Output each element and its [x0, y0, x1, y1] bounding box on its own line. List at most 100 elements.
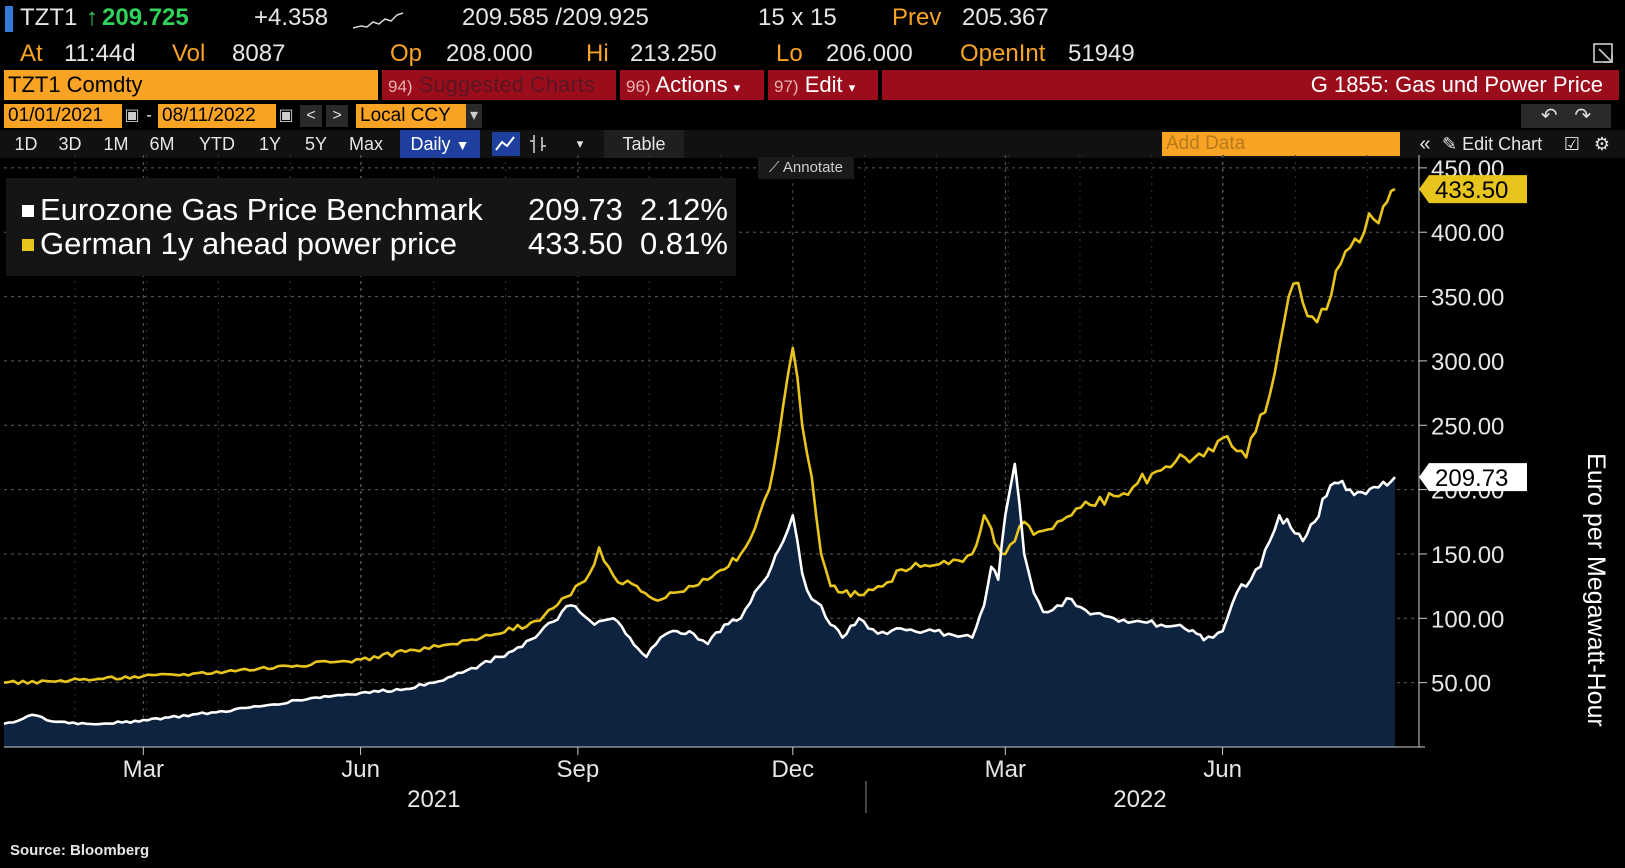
- edit-chart-label: Edit Chart: [1462, 134, 1543, 154]
- period-6m[interactable]: 6M: [149, 134, 175, 154]
- line-chart-icon[interactable]: [492, 132, 520, 156]
- previous-period-button[interactable]: <: [300, 105, 322, 127]
- last-price: 209.725: [102, 4, 189, 31]
- up-arrow-icon: ↑: [86, 4, 98, 31]
- y-tick-label: 250.00: [1431, 413, 1504, 440]
- chart-axes: 50.00100.00150.00200.00250.00300.00350.0…: [4, 155, 1527, 813]
- add-data-input[interactable]: Add Data: [1162, 132, 1400, 156]
- function-bar: TZT1 Comdty 94) Suggested Charts 96) Act…: [0, 70, 1625, 100]
- chart-settings-icon[interactable]: ☑: [1563, 134, 1581, 154]
- edit-chevron-down-icon: ▾: [848, 80, 856, 95]
- period-max[interactable]: Max: [348, 134, 383, 154]
- suggested-charts-number: 94): [388, 77, 413, 96]
- legend-last-gas: 209.73: [528, 192, 623, 227]
- period-1y[interactable]: 1Y: [258, 134, 282, 154]
- legend-swatch-gas: [22, 205, 34, 217]
- annotate-label: Annotate: [782, 159, 843, 176]
- gas-last-value-tag-label: 209.73: [1435, 465, 1508, 492]
- period-3d[interactable]: 3D: [58, 134, 82, 154]
- period-1m[interactable]: 1M: [103, 134, 129, 154]
- price-chart[interactable]: 50.00100.00150.00200.00250.00300.00350.0…: [0, 150, 1625, 842]
- legend-pct-gas: 2.12%: [640, 192, 728, 227]
- candlestick-icon[interactable]: [526, 132, 550, 156]
- edit-menu[interactable]: 97) Edit ▾: [768, 70, 878, 100]
- suggested-charts-menu[interactable]: 94) Suggested Charts: [382, 70, 616, 100]
- x-tick-label: Jun: [1203, 756, 1242, 783]
- open-label: Op: [390, 40, 423, 67]
- high-value: 213.250: [630, 40, 717, 67]
- end-date-field[interactable]: 08/11/2022: [158, 104, 276, 128]
- ticker-symbol[interactable]: TZT1: [20, 4, 78, 31]
- expand-icon[interactable]: [1592, 42, 1616, 66]
- actions-number: 96): [626, 77, 651, 96]
- calendar-icon[interactable]: ▣: [124, 107, 140, 124]
- y-tick-label: 50.00: [1431, 671, 1491, 698]
- legend-swatch-power: [22, 239, 34, 251]
- power-last-value-tag: 433.50: [1419, 175, 1527, 204]
- power-price-line: [3, 187, 1396, 686]
- edit-chart-button[interactable]: ✎ Edit Chart: [1442, 130, 1552, 158]
- bid-ask: 209.585 /209.925: [462, 4, 649, 31]
- chart-type-chevron-down-icon[interactable]: ▾: [576, 136, 584, 151]
- legend-label-power: German 1y ahead power price: [40, 226, 457, 261]
- prev-close: 205.367: [962, 4, 1049, 31]
- undo-icon[interactable]: ↶: [1540, 105, 1558, 127]
- period-toolbar: 1D 3D 1M 6M YTD 1Y 5Y Max Daily ▼ ▾ Tabl…: [0, 130, 1625, 158]
- currency-select[interactable]: Local CCY: [356, 104, 466, 128]
- period-5y[interactable]: 5Y: [304, 134, 328, 154]
- security-field[interactable]: TZT1 Comdty: [4, 70, 378, 100]
- chart-legend: Eurozone Gas Price Benchmark 209.73 2.12…: [6, 178, 736, 276]
- legend-background: [6, 178, 736, 276]
- start-date-field[interactable]: 01/01/2021: [4, 104, 122, 128]
- legend-last-power: 433.50: [528, 226, 623, 261]
- low-value: 206.000: [826, 40, 913, 67]
- y-axis-title: Euro per Megawatt-Hour: [1582, 453, 1610, 727]
- low-label: Lo: [776, 40, 803, 67]
- redo-icon[interactable]: ↷: [1574, 105, 1592, 127]
- date-range-bar: 01/01/2021 ▣ - 08/11/2022 ▣ < > Local CC…: [0, 104, 1625, 128]
- date-range-dash: -: [146, 107, 152, 124]
- period-ytd[interactable]: YTD: [199, 134, 235, 154]
- x-tick-label: Mar: [985, 756, 1026, 783]
- y-tick-label: 100.00: [1431, 606, 1504, 633]
- y-tick-label: 350.00: [1431, 285, 1504, 312]
- table-button[interactable]: Table: [604, 130, 684, 158]
- power-last-value-tag-label: 433.50: [1435, 177, 1508, 204]
- y-tick-label: 400.00: [1431, 220, 1504, 247]
- source-note: Source: Bloomberg: [10, 842, 150, 859]
- quote-time: 11:44d: [64, 40, 136, 67]
- volume-label: Vol: [172, 40, 206, 67]
- period-1d[interactable]: 1D: [14, 134, 38, 154]
- high-label: Hi: [586, 40, 609, 67]
- y-tick-label: 300.00: [1431, 349, 1504, 376]
- suggested-charts-label: Suggested Charts: [418, 72, 595, 97]
- frequency-select[interactable]: Daily ▼: [400, 130, 480, 158]
- ticker-indicator: [5, 6, 13, 32]
- next-period-button[interactable]: >: [326, 105, 348, 127]
- open-interest-value: 51949: [1068, 40, 1135, 67]
- gear-icon[interactable]: ⚙: [1593, 134, 1611, 154]
- legend-label-gas: Eurozone Gas Price Benchmark: [40, 192, 483, 227]
- year-label: 2022: [1113, 786, 1166, 813]
- undo-redo-buttons[interactable]: ↶ ↷: [1521, 104, 1611, 128]
- bid-ask-size: 15 x 15: [758, 4, 837, 31]
- currency-chevron-down-icon[interactable]: ▾: [466, 104, 482, 128]
- gas-last-value-tag: 209.73: [1419, 463, 1527, 492]
- frequency-chevron-down-icon: ▼: [455, 137, 470, 153]
- gas-area-fill: [4, 463, 1395, 747]
- x-tick-label: Dec: [771, 756, 814, 783]
- quote-row-secondary: At 11:44d Vol 8087 Op 208.000 Hi 213.250…: [0, 36, 1625, 70]
- calendar-icon[interactable]: ▣: [278, 107, 294, 124]
- gas-last-value-tag-bg: [1419, 463, 1527, 492]
- gas-area: [4, 463, 1395, 747]
- pencil-icon: ✎: [1442, 134, 1458, 154]
- actions-menu[interactable]: 96) Actions ▾: [620, 70, 764, 100]
- actions-label: Actions: [655, 72, 728, 97]
- sparkline-icon: [353, 12, 404, 29]
- annotate-button[interactable]: ⟋ Annotate: [758, 157, 854, 179]
- annotate-pencil-icon: ⟋: [769, 159, 780, 176]
- collapse-icon[interactable]: «: [1419, 133, 1431, 155]
- actions-chevron-down-icon: ▾: [733, 80, 741, 95]
- x-tick-label: Sep: [557, 756, 600, 783]
- year-label: 2021: [407, 786, 460, 813]
